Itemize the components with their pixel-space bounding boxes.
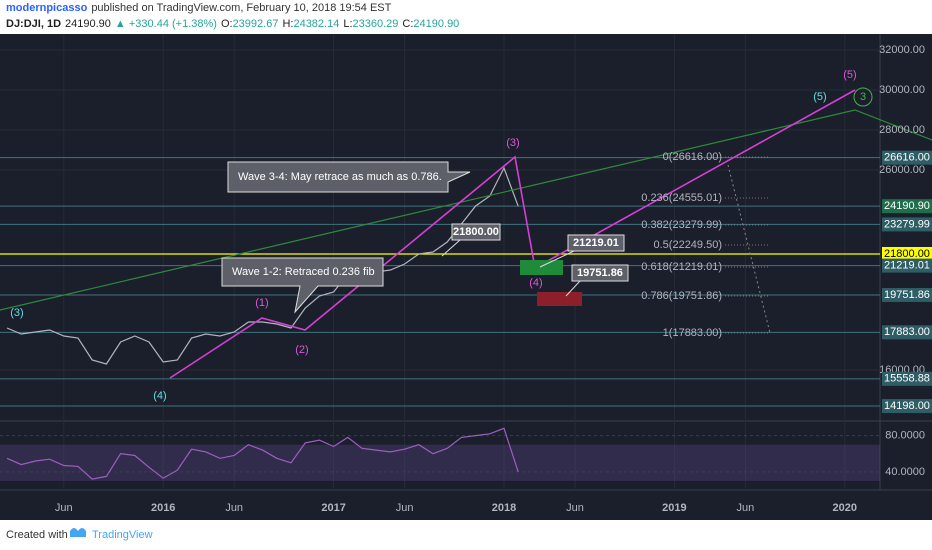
y-tick-label: 30000.00 xyxy=(879,84,925,96)
x-tick-label: 2020 xyxy=(833,502,857,514)
price-badge xyxy=(882,258,932,273)
symbol: DJ:DJI, 1D xyxy=(6,18,61,30)
chart-bg xyxy=(0,34,932,520)
price-note-text: 19751.86 xyxy=(577,267,623,279)
y-tick-label: 26000.00 xyxy=(879,164,925,176)
price-badge-label: 24190.90 xyxy=(884,200,930,212)
wave-label: (4) xyxy=(529,277,542,289)
close: 24190.90 xyxy=(413,18,459,30)
callout-text: Wave 1-2: Retraced 0.236 fib xyxy=(232,266,375,278)
y-tick-label: 80.0000 xyxy=(885,430,925,442)
close-label: C: xyxy=(402,18,413,30)
price-badge xyxy=(882,150,932,165)
wave-label: (2) xyxy=(295,344,308,356)
high: 24382.14 xyxy=(293,18,339,30)
low: 23360.29 xyxy=(353,18,399,30)
wave-label: (3) xyxy=(10,307,23,319)
header-line: modernpicasso published on TradingView.co… xyxy=(6,2,392,14)
price-note-text: 21800.00 xyxy=(453,226,499,238)
price-series xyxy=(6,427,519,480)
price-series xyxy=(6,166,519,365)
price-note xyxy=(571,264,629,282)
fib-label: 1(17883.00) xyxy=(663,327,722,339)
price-badge-label: 21800.00 xyxy=(884,248,930,260)
wave-label: (5) xyxy=(813,91,826,103)
fib-label: 0.786(19751.86) xyxy=(641,290,722,302)
price-badge xyxy=(882,247,932,261)
x-tick-label: Jun xyxy=(55,502,73,514)
footer-created: Created with xyxy=(6,529,68,541)
price-badge xyxy=(882,287,932,302)
y-tick-label: 40.0000 xyxy=(885,466,925,478)
callout-box xyxy=(221,257,384,314)
trend-line xyxy=(0,109,932,311)
fib-label: 0.382(23279.99) xyxy=(641,219,722,231)
y-tick-label: 32000.00 xyxy=(879,44,925,56)
x-tick-label: Jun xyxy=(737,502,755,514)
price-badge xyxy=(882,399,932,414)
x-tick-label: 2017 xyxy=(321,502,345,514)
price-note xyxy=(567,234,625,252)
wave-label: (4) xyxy=(153,390,166,402)
y-tick-label: 28000.00 xyxy=(879,124,925,136)
open: 23992.67 xyxy=(233,18,279,30)
price-badge-label: 17883.00 xyxy=(884,326,930,338)
rsi-band xyxy=(0,444,880,481)
wave-label: (1) xyxy=(255,297,268,309)
price-note-pointer xyxy=(441,239,461,257)
change: ▲ +330.44 (+1.38%) xyxy=(115,18,217,30)
price-badge-label: 26616.00 xyxy=(884,152,930,164)
price-badge-label: 21219.01 xyxy=(884,260,930,272)
x-tick-label: Jun xyxy=(396,502,414,514)
price-badge-label: 15558.88 xyxy=(884,373,930,385)
footer-brand[interactable]: TradingView xyxy=(92,529,153,541)
x-tick-label: 2018 xyxy=(492,502,516,514)
price-note-pointer xyxy=(565,280,581,297)
high-label: H: xyxy=(282,18,293,30)
callout-text: Wave 3-4: May retrace as much as 0.786. xyxy=(238,171,442,183)
fib-label: 0.618(21219.01) xyxy=(641,261,722,273)
brand-logo xyxy=(70,528,86,537)
price-badge-label: 14198.00 xyxy=(884,400,930,412)
wave-label: (5) xyxy=(843,69,856,81)
price-note-pointer xyxy=(539,250,575,268)
x-tick-label: 2019 xyxy=(662,502,686,514)
fib-label: 0.236(24555.01) xyxy=(641,192,722,204)
author: modernpicasso xyxy=(6,2,88,14)
x-tick-label: 2016 xyxy=(151,502,175,514)
price-badge xyxy=(882,371,932,386)
price-note xyxy=(451,223,501,241)
wave-circle xyxy=(853,87,873,107)
price-badge xyxy=(882,325,932,340)
last: 24190.90 xyxy=(65,18,111,30)
fib-label: 0.5(22249.50) xyxy=(654,239,723,251)
open-label: O: xyxy=(221,18,233,30)
price-badge-label: 23279.99 xyxy=(884,218,930,230)
price-badge xyxy=(882,217,932,232)
published: published on TradingView.com, February 1… xyxy=(91,2,391,14)
target-zone xyxy=(520,260,563,275)
fib-trend xyxy=(727,164,771,334)
price-note-text: 21219.01 xyxy=(573,237,619,249)
x-tick-label: Jun xyxy=(225,502,243,514)
fib-label: 0(26616.00) xyxy=(663,151,722,163)
price-badge-label: 19751.86 xyxy=(884,289,930,301)
wave-label: (3) xyxy=(506,137,519,149)
x-tick-label: Jun xyxy=(566,502,584,514)
price-badge xyxy=(882,199,932,214)
wave-label: 3 xyxy=(860,91,866,103)
symbol-line: DJ:DJI, 1D 24190.90 ▲ +330.44 (+1.38%) O:23… xyxy=(6,18,459,30)
low-label: L: xyxy=(343,18,352,30)
stop-zone xyxy=(537,292,582,306)
callout-box xyxy=(227,161,471,193)
